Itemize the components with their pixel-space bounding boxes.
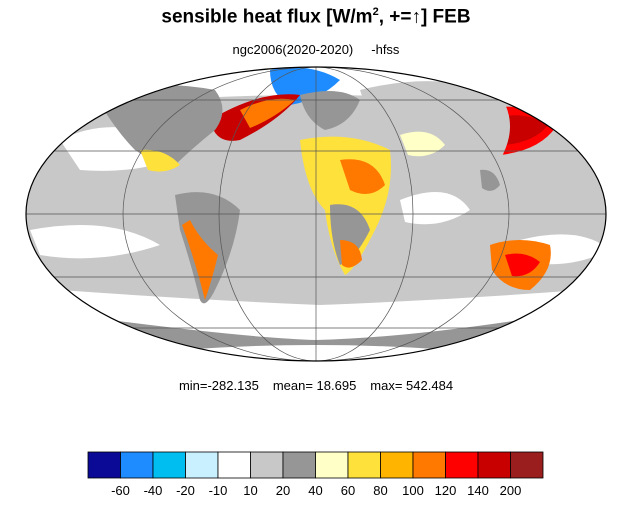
colorbar-label: -40 xyxy=(144,483,163,498)
colorbar-label: -60 xyxy=(111,483,130,498)
colorbar-swatch xyxy=(152,451,186,479)
title-middle: , += xyxy=(378,6,412,28)
colorbar-swatch xyxy=(120,451,154,479)
title-suffix: ] FEB xyxy=(420,6,471,28)
asia-south-warm xyxy=(400,131,445,157)
plot-title: sensible heat flux [W/m2, +=↑] FEB xyxy=(0,6,632,28)
title-superscript: 2 xyxy=(372,6,379,18)
colorbar-swatch xyxy=(250,451,284,479)
colorbar-swatch xyxy=(477,451,511,479)
ocean-low-flux-patch xyxy=(30,225,160,259)
colorbar-swatch xyxy=(347,451,381,479)
colorbar-swatch xyxy=(510,451,544,479)
africa-south-high xyxy=(340,240,362,268)
colorbar-swatch xyxy=(380,451,414,479)
stat-max: max= 542.484 xyxy=(370,378,454,393)
colorbar-swatch xyxy=(315,451,349,479)
stats-line: min=-282.135 mean= 18.695 max= 542.484 xyxy=(0,378,632,393)
colorbar-label: 80 xyxy=(373,483,387,498)
north-america-warm xyxy=(140,149,180,172)
plot-subtitle: ngc2006(2020-2020) -hfss xyxy=(0,42,632,57)
colorbar-swatch xyxy=(185,451,219,479)
subtitle-case: ngc2006(2020-2020) xyxy=(232,42,354,57)
asia-land xyxy=(360,81,510,169)
colorbar-swatch xyxy=(445,451,479,479)
colorbar-label: 200 xyxy=(500,483,522,498)
title-prefix: sensible heat flux [W/m xyxy=(161,6,373,28)
ocean-low-flux-patch xyxy=(400,192,470,225)
southern-ocean-band xyxy=(60,290,580,340)
africa-east-high xyxy=(340,159,385,194)
north-america-land xyxy=(95,85,223,170)
australia-core xyxy=(505,253,540,277)
stat-mean: mean= 18.695 xyxy=(272,378,357,393)
maritime-continent xyxy=(480,169,500,191)
south-america-andes-high xyxy=(182,220,218,300)
gulf-stream-mid xyxy=(240,98,295,128)
europe-land xyxy=(300,91,360,130)
colorbar-label: 140 xyxy=(467,483,489,498)
colorbar-label: 120 xyxy=(435,483,457,498)
colorbar-label: -10 xyxy=(209,483,228,498)
colorbar-label: -20 xyxy=(176,483,195,498)
subtitle-variable: -hfss xyxy=(371,42,400,57)
colorbar-label: 40 xyxy=(308,483,322,498)
colorbar-label: 10 xyxy=(243,483,257,498)
colorbar-swatch xyxy=(87,451,121,479)
colorbar-label: 60 xyxy=(341,483,355,498)
africa-central-dark xyxy=(330,204,370,265)
map-border xyxy=(25,66,607,362)
stat-min: min=-282.135 xyxy=(178,378,259,393)
colorbar-label: 100 xyxy=(402,483,424,498)
colorbar-label: 20 xyxy=(276,483,290,498)
colorbar-swatch xyxy=(412,451,446,479)
up-arrow-icon: ↑ xyxy=(411,6,421,28)
colorbar-swatch xyxy=(282,451,316,479)
colorbar-swatch xyxy=(217,451,251,479)
